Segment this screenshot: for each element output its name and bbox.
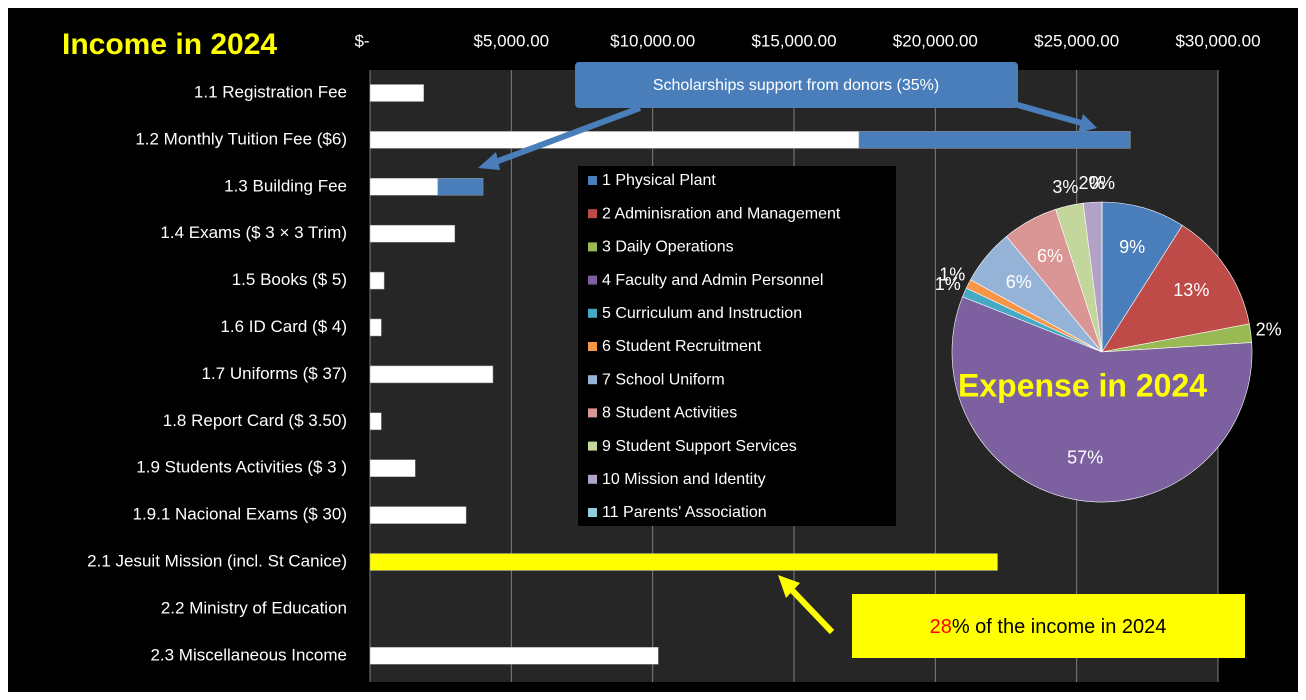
- bar: [369, 224, 456, 243]
- legend-swatch: [588, 342, 597, 351]
- legend-label: 2 Adminisration and Management: [602, 205, 841, 222]
- arrow: [785, 583, 835, 635]
- legend-swatch: [588, 209, 597, 219]
- arrow-head: [1078, 114, 1097, 133]
- y-tick-label: 1.8 Report Card ($ 3.50): [163, 411, 347, 430]
- arrow: [488, 105, 642, 167]
- arrow-head: [778, 575, 800, 598]
- y-tick-label: 2.1 Jesuit Mission (incl. St Canice): [87, 551, 347, 570]
- data-label: 1%: [939, 264, 965, 284]
- bar: [369, 84, 424, 102]
- x-tick-label: $15,000.00: [751, 31, 836, 50]
- legend-label: 6 Student Recruitment: [602, 338, 762, 355]
- data-label: 57%: [1067, 447, 1103, 467]
- callout-box: [575, 62, 1018, 108]
- x-tick-label: $10,000.00: [610, 31, 695, 50]
- bar: [437, 178, 484, 196]
- legend-label: 7 School Uniform: [602, 371, 725, 388]
- x-tick-label: $5,000.00: [474, 31, 550, 50]
- data-label: 13%: [1173, 280, 1209, 300]
- pie: 9%13%2%57%1%1% 6%6%3% 2%0%: [935, 173, 1282, 503]
- bar: [369, 553, 998, 571]
- callout-text: Scholarships support from donors (35%): [653, 77, 939, 94]
- bar: [858, 131, 1131, 149]
- bars: [369, 84, 1131, 665]
- bar: [369, 365, 494, 384]
- bar: [369, 178, 439, 196]
- bar: [369, 318, 382, 337]
- pie-title: Expense in 2024: [958, 367, 1207, 403]
- y-tick-label: 1.9.1 Nacional Exams ($ 30): [133, 505, 348, 524]
- x-tick-label: $25,000.00: [1034, 31, 1119, 50]
- arrow: [999, 97, 1086, 127]
- legend-label: 5 Curriculum and Instruction: [602, 305, 802, 322]
- legend-swatch: [588, 375, 597, 385]
- y-tick-label: 2.2 Ministry of Education: [161, 598, 347, 617]
- legend-swatch: [588, 275, 597, 285]
- y-tick-label: 1.6 ID Card ($ 4): [220, 317, 347, 336]
- legend-swatch: [588, 474, 597, 484]
- data-label: 1%: [935, 274, 961, 294]
- arrow-head: [478, 152, 500, 170]
- legend-box: [578, 166, 896, 526]
- bar: [369, 412, 382, 431]
- legend-label: 1 Physical Plant: [602, 172, 716, 189]
- bar: [369, 459, 416, 477]
- callout-number: 28: [930, 616, 952, 638]
- data-label: 0%: [1089, 173, 1115, 193]
- y-tick-label: 1.7 Uniforms ($ 37): [202, 364, 348, 383]
- legend-label: 3 Daily Operations: [602, 239, 734, 256]
- y-tick-label: 1.9 Students Activities ($ 3 ): [136, 458, 347, 477]
- data-label: 6%: [1006, 272, 1032, 292]
- y-tick-label: 1.4 Exams ($ 3 × 3 Trim): [160, 223, 347, 242]
- pie-slice: [1101, 201, 1183, 354]
- x-tick-label: $20,000.00: [893, 31, 978, 50]
- bar: [369, 131, 860, 149]
- bar: [369, 506, 467, 524]
- pie-slice: [951, 296, 1253, 503]
- bar: [369, 647, 659, 665]
- callout-text: 28% of the income in 2024: [930, 616, 1167, 638]
- y-tick-label: 2.3 Miscellaneous Income: [150, 645, 347, 664]
- legend-label: 8 Student Activities: [602, 405, 737, 422]
- legend-label: 4 Faculty and Admin Personnel: [602, 272, 823, 289]
- callout-box: [852, 594, 1245, 658]
- data-label: 2%: [1078, 173, 1104, 193]
- callout-rest: % of the income in 2024: [952, 616, 1167, 638]
- data-label: 3%: [1052, 177, 1078, 197]
- legend-label: 11 Parents' Association: [602, 504, 767, 521]
- legend-label: 9 Student Support Services: [602, 438, 797, 455]
- y-tick-label: 1.2 Monthly Tuition Fee ($6): [135, 129, 347, 148]
- legend-swatch: [588, 441, 597, 451]
- chart-title: Income in 2024: [62, 28, 277, 61]
- legend-swatch: [588, 176, 597, 185]
- x-tick-label: $30,000.00: [1175, 31, 1260, 50]
- legend-swatch: [588, 308, 597, 318]
- legend-swatch: [588, 408, 597, 418]
- legend-swatch: [588, 508, 597, 517]
- data-label: 2%: [1256, 320, 1282, 340]
- y-tick-label: 1.3 Building Fee: [224, 176, 347, 195]
- bar: [369, 271, 385, 290]
- data-label: 6%: [1037, 246, 1063, 266]
- data-label: 9%: [1119, 237, 1145, 257]
- y-tick-label: 1.1 Registration Fee: [194, 82, 347, 101]
- pie-slice: [1101, 224, 1250, 353]
- legend-label: 10 Mission and Identity: [602, 471, 766, 488]
- y-tick-label: 1.5 Books ($ 5): [232, 270, 347, 289]
- x-tick-label: $-: [354, 31, 369, 50]
- legend-swatch: [588, 242, 597, 252]
